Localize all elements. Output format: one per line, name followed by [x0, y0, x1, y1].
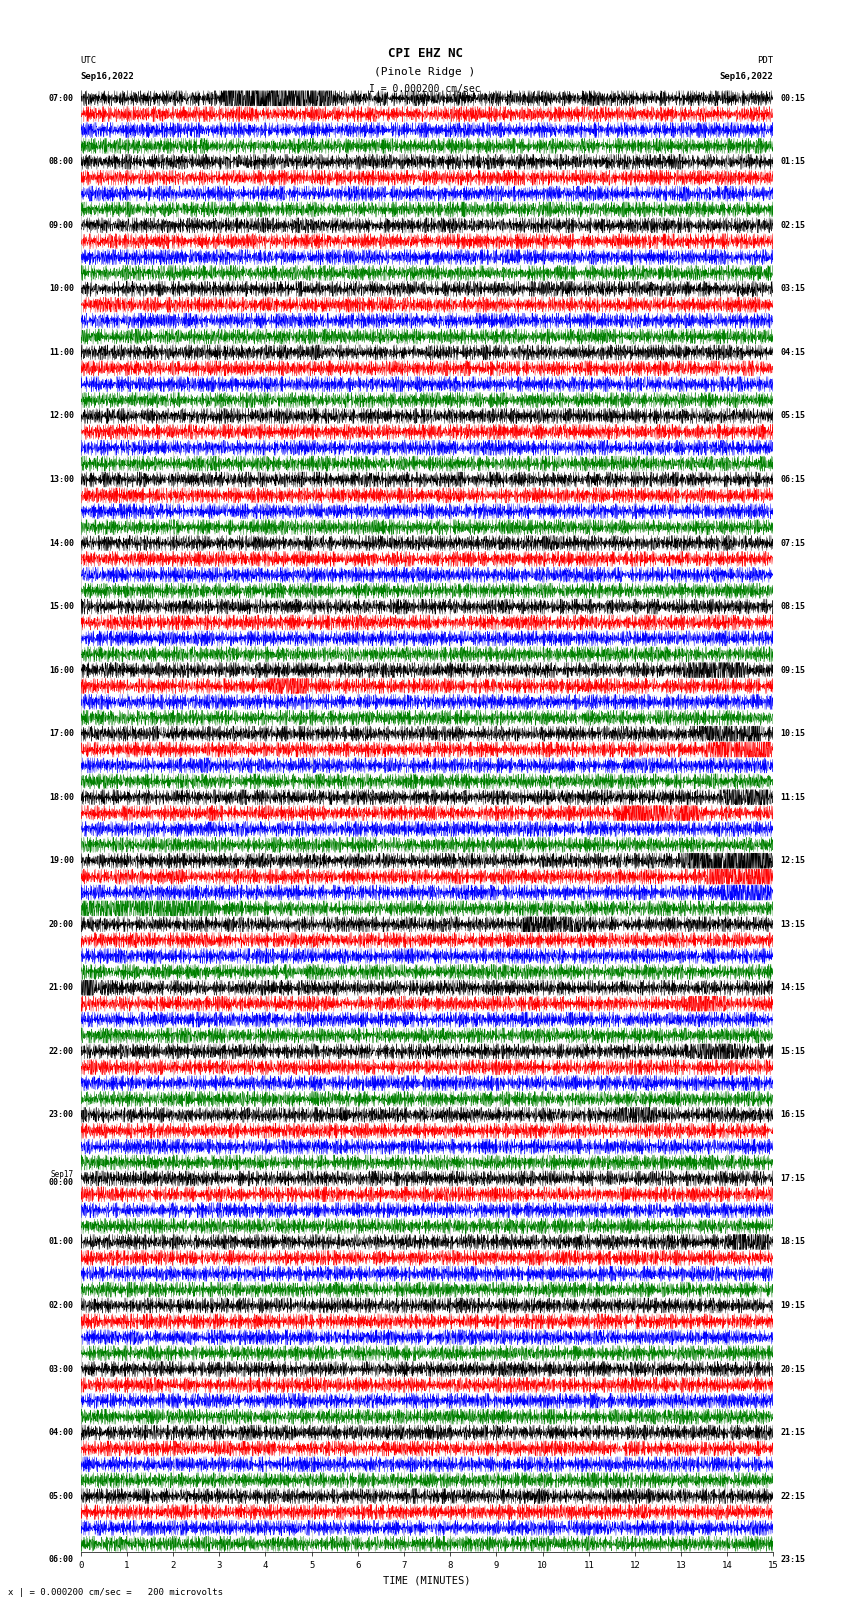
Text: 15:15: 15:15 [780, 1047, 806, 1057]
Text: 20:00: 20:00 [48, 919, 74, 929]
Text: (Pinole Ridge ): (Pinole Ridge ) [374, 68, 476, 77]
Text: 14:00: 14:00 [48, 539, 74, 547]
X-axis label: TIME (MINUTES): TIME (MINUTES) [383, 1576, 471, 1586]
Text: 12:00: 12:00 [48, 411, 74, 421]
Text: 10:15: 10:15 [780, 729, 806, 739]
Text: 01:15: 01:15 [780, 158, 806, 166]
Text: 17:15: 17:15 [780, 1174, 806, 1182]
Text: 01:00: 01:00 [48, 1237, 74, 1247]
Text: 04:15: 04:15 [780, 348, 806, 356]
Text: 02:15: 02:15 [780, 221, 806, 229]
Text: 04:00: 04:00 [48, 1428, 74, 1437]
Text: 08:00: 08:00 [48, 158, 74, 166]
Text: 07:15: 07:15 [780, 539, 806, 547]
Text: 21:00: 21:00 [48, 984, 74, 992]
Text: 08:15: 08:15 [780, 602, 806, 611]
Text: UTC: UTC [81, 55, 97, 65]
Text: 09:00: 09:00 [48, 221, 74, 229]
Text: CPI EHZ NC: CPI EHZ NC [388, 47, 462, 60]
Text: 17:00: 17:00 [48, 729, 74, 739]
Text: Sep16,2022: Sep16,2022 [720, 71, 774, 81]
Text: 10:00: 10:00 [48, 284, 74, 294]
Text: 16:00: 16:00 [48, 666, 74, 674]
Text: 03:00: 03:00 [48, 1365, 74, 1374]
Text: Sep16,2022: Sep16,2022 [81, 71, 134, 81]
Text: 15:00: 15:00 [48, 602, 74, 611]
Text: 23:00: 23:00 [48, 1110, 74, 1119]
Text: 11:00: 11:00 [48, 348, 74, 356]
Text: 00:15: 00:15 [780, 94, 806, 103]
Text: 21:15: 21:15 [780, 1428, 806, 1437]
Text: 06:00: 06:00 [48, 1555, 74, 1565]
Text: 13:15: 13:15 [780, 919, 806, 929]
Text: 06:15: 06:15 [780, 474, 806, 484]
Text: 11:15: 11:15 [780, 792, 806, 802]
Text: 14:15: 14:15 [780, 984, 806, 992]
Text: 19:15: 19:15 [780, 1302, 806, 1310]
Text: 16:15: 16:15 [780, 1110, 806, 1119]
Text: 03:15: 03:15 [780, 284, 806, 294]
Text: 07:00: 07:00 [48, 94, 74, 103]
Text: 18:00: 18:00 [48, 792, 74, 802]
Text: 09:15: 09:15 [780, 666, 806, 674]
Text: 05:00: 05:00 [48, 1492, 74, 1500]
Text: 22:15: 22:15 [780, 1492, 806, 1500]
Text: 20:15: 20:15 [780, 1365, 806, 1374]
Text: 19:00: 19:00 [48, 857, 74, 865]
Text: 22:00: 22:00 [48, 1047, 74, 1057]
Text: x | = 0.000200 cm/sec =   200 microvolts: x | = 0.000200 cm/sec = 200 microvolts [8, 1587, 224, 1597]
Text: 13:00: 13:00 [48, 474, 74, 484]
Text: 18:15: 18:15 [780, 1237, 806, 1247]
Text: 12:15: 12:15 [780, 857, 806, 865]
Text: 23:15: 23:15 [780, 1555, 806, 1565]
Text: I = 0.000200 cm/sec: I = 0.000200 cm/sec [369, 84, 481, 94]
Text: Sep17: Sep17 [51, 1169, 74, 1179]
Text: 05:15: 05:15 [780, 411, 806, 421]
Text: 02:00: 02:00 [48, 1302, 74, 1310]
Text: PDT: PDT [757, 55, 774, 65]
Text: 00:00: 00:00 [48, 1177, 74, 1187]
